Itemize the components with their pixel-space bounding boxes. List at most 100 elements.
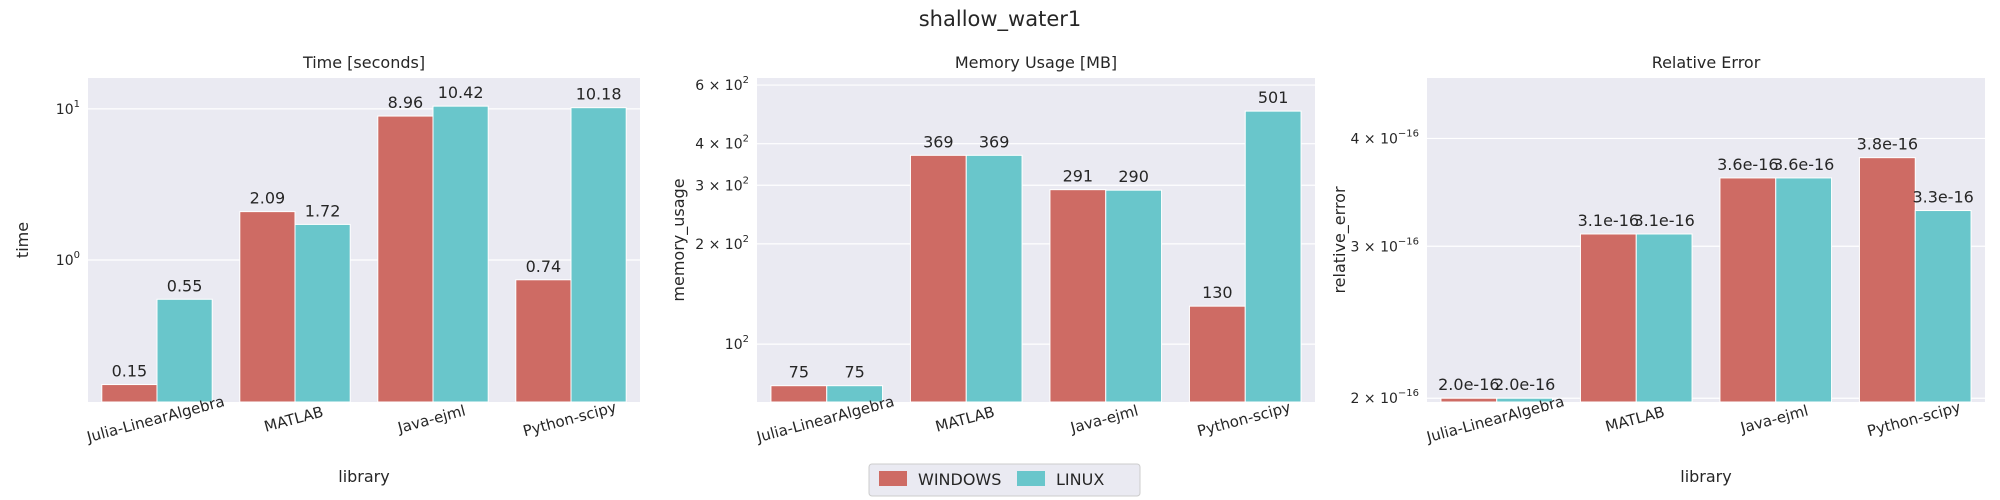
x-tick-label: Java-ejml bbox=[1738, 402, 1811, 438]
bars-memory bbox=[770, 110, 1302, 403]
y-tick-exponent: −16 bbox=[1398, 388, 1419, 399]
y-tick-label: 2 × 102 bbox=[695, 234, 749, 253]
bar-labels-error: 2.0e-162.0e-16 3.1e-163.1e-16 3.6e-163.6e-… bbox=[1438, 135, 1974, 395]
x-tick-label: Python-scipy bbox=[1865, 398, 1963, 440]
y-tick-base: 4 × 10 bbox=[1351, 131, 1398, 147]
y-tick-base: 4 × 10 bbox=[695, 137, 742, 153]
bar-value-label: 3.6e-16 bbox=[1773, 155, 1834, 174]
bar-value-label: 2.0e-16 bbox=[1494, 375, 1555, 394]
legend-label-windows: WINDOWS bbox=[918, 470, 1001, 489]
y-tick-base: 2 × 10 bbox=[695, 237, 742, 253]
y-tick-exponent: 1 bbox=[74, 99, 80, 110]
bar-value-label: 8.96 bbox=[388, 93, 424, 112]
bar-linux-java-ejml bbox=[1105, 189, 1163, 403]
y-tick-exponent: 2 bbox=[743, 234, 749, 245]
y-tick-base: 3 × 10 bbox=[695, 178, 742, 194]
gridlines-time bbox=[88, 108, 640, 261]
bar-value-label: 1.72 bbox=[305, 201, 341, 220]
y-axis-label-error: relative_error bbox=[1330, 186, 1350, 294]
bar-value-label: 3.3e-16 bbox=[1912, 188, 1973, 207]
legend-swatch-linux bbox=[1017, 471, 1045, 486]
bar-windows-java-ejml bbox=[1049, 189, 1107, 403]
y-tick-base: 10 bbox=[725, 337, 743, 353]
y-tick-base: 2 × 10 bbox=[1351, 391, 1398, 407]
bar-value-label: 0.74 bbox=[526, 257, 562, 276]
x-tick-label: MATLAB bbox=[262, 403, 325, 436]
bar-linux-matlab bbox=[294, 223, 351, 403]
x-tick-label: Java-ejml bbox=[1068, 402, 1141, 438]
bar-windows-python-scipy bbox=[1858, 157, 1916, 403]
legend: WINDOWS LINUX bbox=[868, 463, 1141, 497]
x-axis-label-time: library bbox=[338, 467, 389, 486]
bars-error bbox=[1440, 157, 1972, 403]
bar-value-label: 369 bbox=[923, 132, 954, 151]
y-tick-exponent: 0 bbox=[74, 250, 80, 261]
x-tick-label: Python-scipy bbox=[521, 398, 619, 440]
y-tick-exponent: −16 bbox=[1398, 236, 1419, 247]
bar-labels-time: 0.15 0.55 2.09 1.72 8.96 10.42 0.74 10.18 bbox=[112, 83, 622, 380]
x-tick-label: MATLAB bbox=[933, 403, 996, 436]
bar-value-label: 2.0e-16 bbox=[1438, 375, 1499, 394]
y-tick-label: 101 bbox=[56, 99, 80, 118]
y-tick-label: 6 × 102 bbox=[695, 75, 749, 94]
bar-value-label: 75 bbox=[789, 363, 809, 382]
legend-swatch-windows bbox=[879, 471, 907, 486]
bar-value-label: 10.18 bbox=[576, 85, 622, 104]
bar-windows-julia-linearalgebra bbox=[1440, 397, 1498, 403]
bar-value-label: 10.42 bbox=[438, 83, 484, 102]
subplot-title-time: Time [seconds] bbox=[302, 53, 425, 72]
x-tick-label: MATLAB bbox=[1603, 403, 1666, 436]
bar-windows-julia-linearalgebra bbox=[101, 384, 158, 403]
bar-value-label: 0.55 bbox=[167, 276, 203, 295]
subplot-title-error: Relative Error bbox=[1652, 53, 1761, 72]
y-tick-label: 100 bbox=[56, 250, 80, 269]
bar-windows-matlab bbox=[1579, 233, 1637, 403]
bar-linux-java-ejml bbox=[1775, 177, 1833, 403]
gridlines-memory bbox=[757, 84, 1315, 345]
y-tick-exponent: 2 bbox=[743, 134, 749, 145]
y-tick-label: 3 × 102 bbox=[695, 175, 749, 194]
y-tick-exponent: 2 bbox=[743, 75, 749, 86]
bar-value-label: 291 bbox=[1063, 167, 1094, 186]
y-tick-base: 10 bbox=[56, 102, 74, 118]
bar-value-label: 3.1e-16 bbox=[1578, 211, 1639, 230]
y-tick-base: 10 bbox=[56, 253, 74, 269]
y-axis-label-time: time bbox=[13, 222, 32, 258]
bar-windows-matlab bbox=[909, 154, 967, 403]
y-tick-exponent: 2 bbox=[743, 175, 749, 186]
y-tick-exponent: −16 bbox=[1398, 128, 1419, 139]
legend-box bbox=[868, 463, 1141, 497]
bar-windows-java-ejml bbox=[377, 115, 434, 403]
subplot-error: 2.0e-162.0e-16 3.1e-163.1e-16 3.6e-163.6e-… bbox=[1330, 53, 1985, 486]
bar-value-label: 0.15 bbox=[112, 362, 148, 381]
bar-linux-python-scipy bbox=[1914, 210, 1972, 403]
y-tick-label: 102 bbox=[725, 334, 749, 353]
bar-linux-julia-linearalgebra bbox=[826, 385, 884, 403]
bar-windows-matlab bbox=[239, 211, 296, 403]
bar-value-label: 75 bbox=[844, 363, 864, 382]
bar-linux-matlab bbox=[1635, 233, 1693, 403]
figure-title: shallow_water1 bbox=[919, 7, 1082, 32]
bar-labels-memory: 75 75 369 369 291 290 130 501 bbox=[789, 88, 1289, 382]
x-tick-label: Python-scipy bbox=[1195, 398, 1293, 440]
bar-windows-python-scipy bbox=[515, 279, 572, 403]
bar-value-label: 369 bbox=[979, 132, 1010, 151]
x-tick-label: Java-ejml bbox=[395, 402, 468, 438]
bar-value-label: 130 bbox=[1202, 283, 1233, 302]
bar-value-label: 290 bbox=[1118, 167, 1149, 186]
bar-linux-java-ejml bbox=[432, 105, 489, 403]
bar-linux-python-scipy bbox=[570, 107, 627, 403]
y-axis-label-memory: memory_usage bbox=[669, 178, 689, 301]
bar-windows-julia-linearalgebra bbox=[770, 385, 828, 403]
bar-value-label: 3.1e-16 bbox=[1633, 211, 1694, 230]
y-ticks-error: 2 × 10−163 × 10−164 × 10−16 bbox=[1351, 128, 1419, 407]
y-tick-label: 4 × 10−16 bbox=[1351, 128, 1419, 147]
y-tick-base: 3 × 10 bbox=[1351, 239, 1398, 255]
bar-linux-julia-linearalgebra bbox=[1496, 397, 1554, 403]
y-tick-label: 4 × 102 bbox=[695, 134, 749, 153]
